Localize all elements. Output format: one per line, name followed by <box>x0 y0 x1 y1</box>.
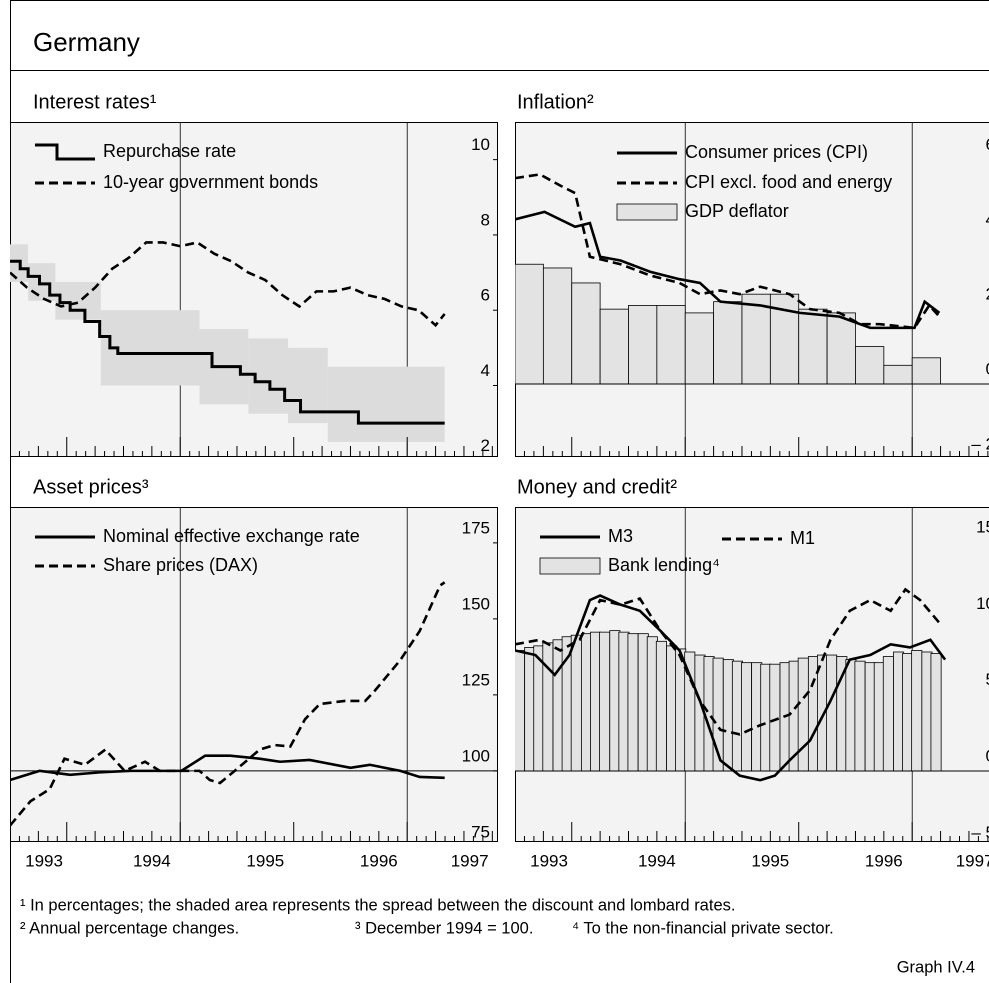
plot <box>10 507 498 842</box>
legend-label: M3 <box>608 526 633 546</box>
panel-title: Asset prices³ <box>33 476 149 498</box>
y-tick-label: 8 <box>481 210 490 229</box>
bar <box>570 634 582 772</box>
y-tick-label: 15 <box>976 518 989 537</box>
x-tick-label: 1995 <box>246 851 284 870</box>
y-tick-label: 5 <box>986 670 989 689</box>
series-line <box>515 173 941 330</box>
page-title: Germany <box>33 27 140 57</box>
legend-label: Consumer prices (CPI) <box>685 142 868 162</box>
y-tick-label: 75 <box>471 822 490 841</box>
y-tick-label: – 2 <box>971 434 989 453</box>
plot-area <box>10 507 498 842</box>
y-tick-label: 100 <box>462 746 490 765</box>
footnote: ² Annual percentage changes. <box>20 919 239 937</box>
bar <box>656 305 686 385</box>
y-tick-label: 4 <box>986 210 989 229</box>
legend-label: Share prices (DAX) <box>103 555 258 575</box>
y-tick-label: 6 <box>481 286 490 305</box>
x-tick-label: 1997 <box>451 851 489 870</box>
x-tick-label: 1995 <box>751 851 789 870</box>
y-tick-label: 0 <box>986 359 989 378</box>
panel-title: Interest rates¹ <box>33 91 157 113</box>
bar <box>628 305 658 385</box>
series-line <box>10 581 446 827</box>
bar <box>655 640 667 772</box>
y-tick-label: 4 <box>481 361 490 380</box>
legend-label: GDP deflator <box>685 201 789 221</box>
y-tick-label: 150 <box>462 594 490 613</box>
footnote: ³ December 1994 = 100. <box>355 919 533 937</box>
graph-label: Graph IV.4 <box>897 958 975 976</box>
y-tick-label: 10 <box>471 135 490 154</box>
bar <box>515 650 526 772</box>
y-tick-label: 2 <box>986 285 989 304</box>
bar <box>855 346 885 385</box>
series-line <box>515 594 947 782</box>
legend-label: Bank lending⁴ <box>608 555 720 575</box>
bar <box>599 308 629 385</box>
bar <box>713 301 743 385</box>
bar <box>741 662 753 772</box>
legend-label: CPI excl. food and energy <box>685 172 892 192</box>
bar <box>798 308 828 385</box>
legend-swatch <box>35 143 95 161</box>
bar <box>797 657 809 772</box>
plot <box>515 507 989 842</box>
x-tick-label: 1997 <box>956 851 989 870</box>
bar <box>882 656 894 772</box>
bar <box>883 364 913 385</box>
footnote: ⁴ To the non-financial private sector. <box>572 919 834 937</box>
y-tick-label: – 5 <box>971 823 989 842</box>
series-line <box>10 754 445 782</box>
series-line <box>10 241 446 328</box>
legend-label: M1 <box>790 528 815 548</box>
x-tick-label: 1996 <box>360 851 398 870</box>
bar <box>599 631 611 772</box>
y-tick-label: 175 <box>462 518 490 537</box>
spread-band <box>327 366 445 442</box>
x-tick-label: 1993 <box>25 851 63 870</box>
legend-swatch <box>539 557 601 575</box>
bar <box>930 653 942 772</box>
y-tick-label: 2 <box>481 436 490 455</box>
x-tick-label: 1996 <box>865 851 903 870</box>
y-tick-label: 125 <box>462 670 490 689</box>
bar <box>911 650 923 772</box>
bar <box>826 312 856 385</box>
panel-title: Money and credit² <box>517 476 677 498</box>
series-line <box>10 259 445 425</box>
footnote: ¹ In percentages; the shaded area repres… <box>20 896 735 914</box>
x-tick-label: 1994 <box>133 851 171 870</box>
bar <box>542 267 573 385</box>
bar <box>684 312 715 385</box>
bar <box>854 660 866 772</box>
series-line <box>515 587 941 736</box>
legend-label: Nominal effective exchange rate <box>103 526 360 546</box>
legend-label: 10-year government bonds <box>103 172 318 192</box>
y-tick-label: 0 <box>986 747 989 766</box>
bar <box>542 642 554 772</box>
bar <box>627 633 639 772</box>
legend-label: Repurchase rate <box>103 141 236 161</box>
bar <box>769 663 781 772</box>
plot <box>10 122 498 457</box>
plot <box>515 122 989 457</box>
y-tick-label: 10 <box>976 594 989 613</box>
y-tick-label: 6 <box>986 135 989 154</box>
bar <box>911 357 941 385</box>
panel-title: Inflation² <box>517 91 594 113</box>
bar <box>826 654 838 772</box>
legend-swatch <box>616 203 678 221</box>
x-tick-label: 1994 <box>638 851 676 870</box>
bar <box>571 282 601 385</box>
x-tick-label: 1993 <box>530 851 568 870</box>
bar <box>515 263 544 385</box>
